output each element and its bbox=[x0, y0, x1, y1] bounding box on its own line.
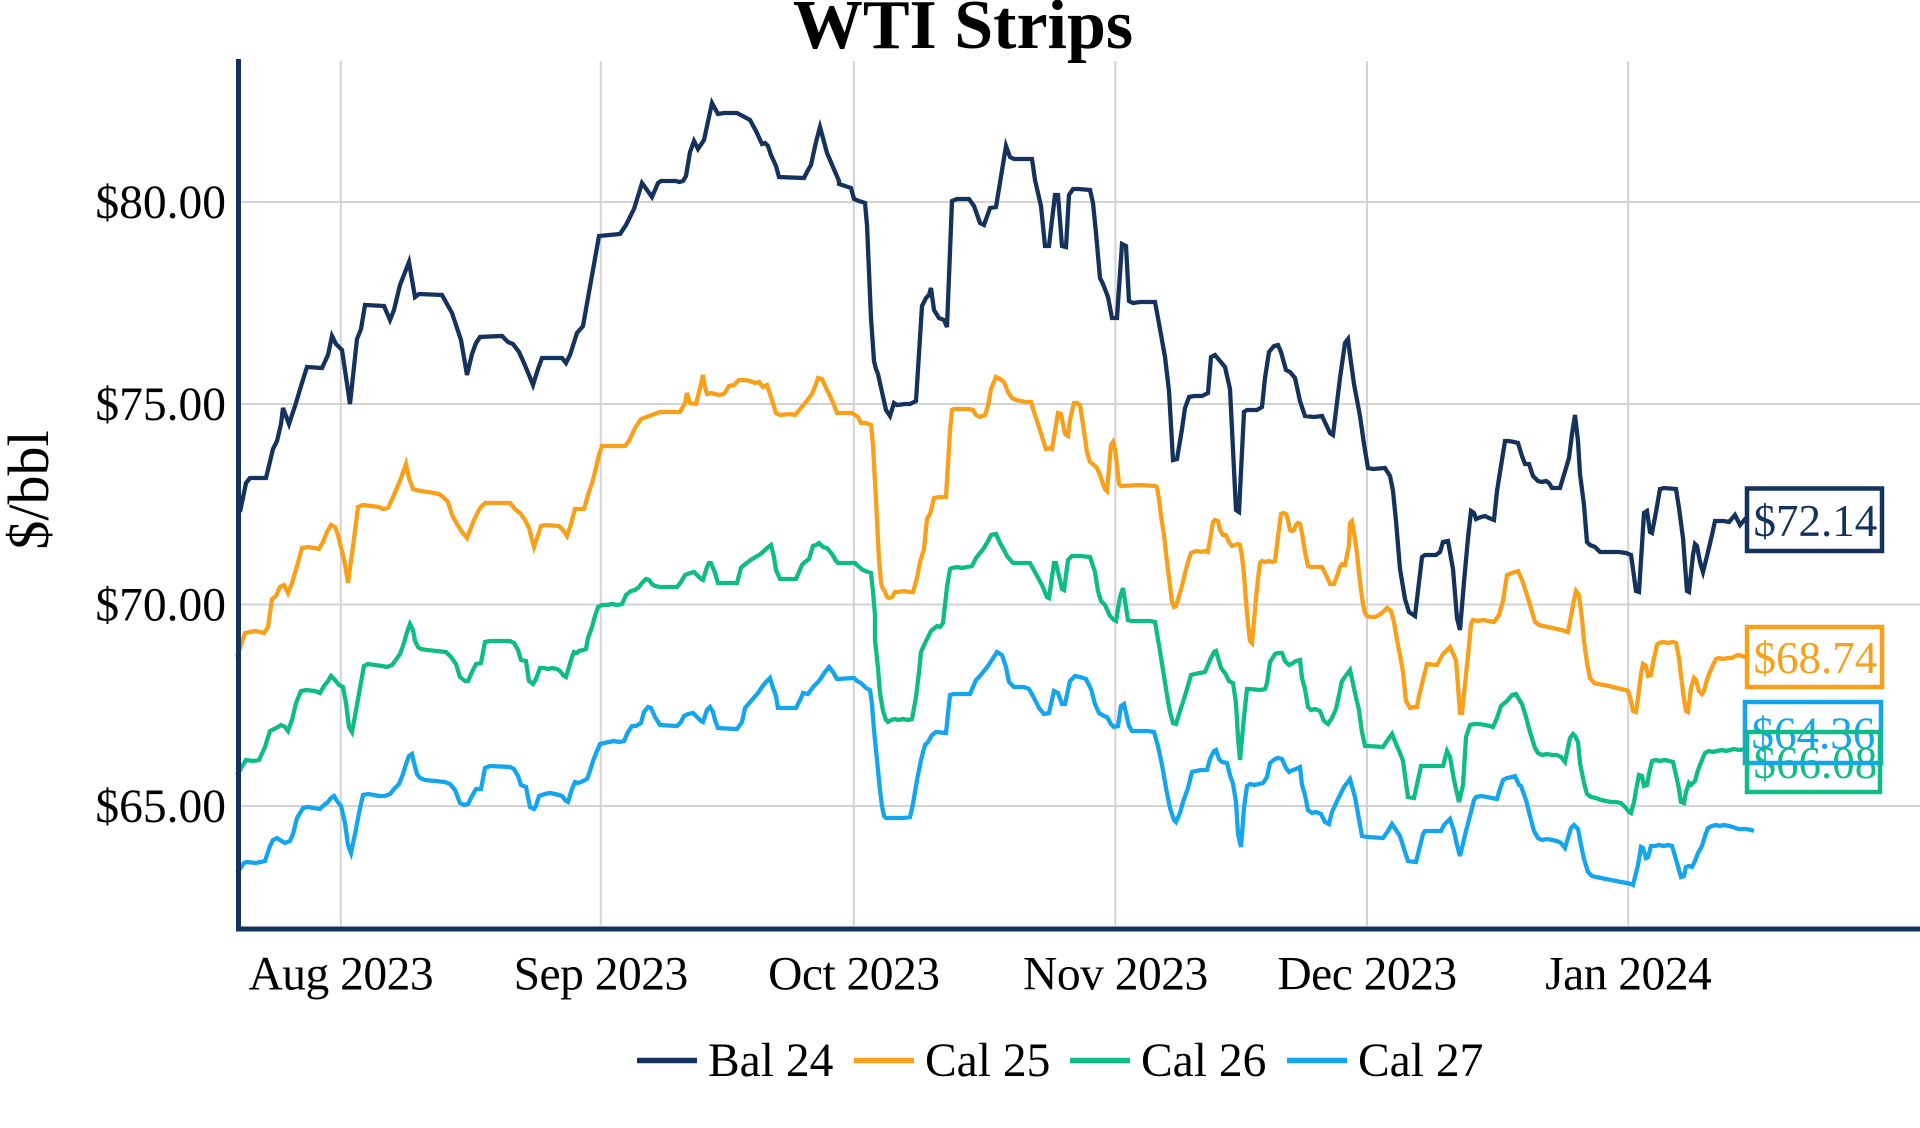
svg-text:Aug 2023: Aug 2023 bbox=[248, 949, 433, 1001]
svg-text:Cal 25: Cal 25 bbox=[925, 1035, 1050, 1087]
svg-text:Dec 2023: Dec 2023 bbox=[1277, 949, 1456, 1001]
svg-text:Oct 2023: Oct 2023 bbox=[768, 949, 939, 1001]
svg-text:Cal 27: Cal 27 bbox=[1358, 1035, 1483, 1087]
svg-text:Cal 26: Cal 26 bbox=[1141, 1035, 1266, 1087]
svg-text:$70.00: $70.00 bbox=[95, 580, 226, 632]
svg-text:$72.14: $72.14 bbox=[1754, 496, 1878, 546]
svg-text:$75.00: $75.00 bbox=[95, 379, 226, 431]
svg-text:WTI Strips: WTI Strips bbox=[793, 0, 1133, 64]
svg-text:$65.00: $65.00 bbox=[95, 781, 226, 833]
svg-text:$80.00: $80.00 bbox=[95, 177, 226, 229]
svg-text:Nov 2023: Nov 2023 bbox=[1023, 949, 1208, 1001]
svg-text:Jan 2024: Jan 2024 bbox=[1545, 949, 1712, 1001]
svg-text:Bal 24: Bal 24 bbox=[708, 1035, 834, 1087]
svg-text:$/bbl: $/bbl bbox=[0, 430, 61, 549]
svg-text:Sep 2023: Sep 2023 bbox=[514, 949, 688, 1001]
svg-text:$68.74: $68.74 bbox=[1754, 633, 1878, 683]
